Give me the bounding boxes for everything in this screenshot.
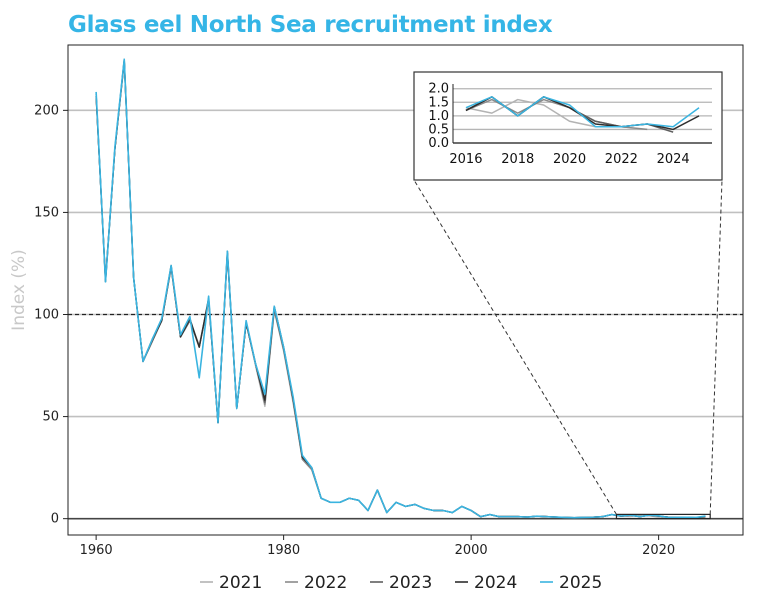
x-tick-label-1980: 1980 bbox=[267, 543, 300, 558]
inset-y-tick-label-1: 0.5 bbox=[428, 122, 449, 137]
legend-label-2021: 2021 bbox=[219, 573, 262, 593]
y-tick-label-200: 200 bbox=[34, 103, 59, 118]
inset-y-tick-label-0: 0.0 bbox=[428, 136, 449, 151]
x-tick-label-1960: 1960 bbox=[80, 543, 113, 558]
inset-x-tick-label-2016: 2016 bbox=[449, 152, 482, 167]
y-axis-label: Index (%) bbox=[9, 249, 29, 331]
legend-label-2023: 2023 bbox=[389, 573, 432, 593]
y-tick-label-0: 0 bbox=[51, 512, 59, 527]
inset-chart: 0.00.51.01.52.0 2016 2018 2020 2022 2024 bbox=[413, 71, 723, 181]
x-tick-label-2020: 2020 bbox=[642, 543, 675, 558]
axis-layer: 0 50 100 150 200 1960 1980 2000 2020 bbox=[34, 103, 675, 558]
zoom-connector-left bbox=[413, 179, 617, 515]
series-layer bbox=[95, 58, 706, 519]
inset-y-tick-label-2: 1.0 bbox=[428, 109, 449, 124]
legend-label-2025: 2025 bbox=[559, 573, 602, 593]
inset-y-tick-label-4: 2.0 bbox=[428, 82, 449, 97]
x-tick-label-2000: 2000 bbox=[455, 543, 488, 558]
legend-label-2022: 2022 bbox=[304, 573, 347, 593]
inset-x-tick-label-2024: 2024 bbox=[657, 152, 690, 167]
y-tick-label-50: 50 bbox=[42, 410, 59, 425]
inset-y-tick-label-3: 1.5 bbox=[428, 95, 449, 110]
legend: 2021 2022 2023 2024 2025 bbox=[200, 573, 602, 593]
zoom-box bbox=[615, 513, 711, 520]
inset-x-tick-label-2018: 2018 bbox=[501, 152, 534, 167]
inset-series-line-2021 bbox=[465, 98, 596, 128]
legend-label-2024: 2024 bbox=[474, 573, 517, 593]
inset-x-tick-label-2022: 2022 bbox=[605, 152, 638, 167]
y-tick-label-100: 100 bbox=[34, 308, 59, 323]
zoom-connector-right bbox=[709, 179, 723, 515]
inset-x-tick-label-2020: 2020 bbox=[553, 152, 586, 167]
inset-series-line-2025 bbox=[465, 96, 700, 128]
y-tick-label-150: 150 bbox=[34, 205, 59, 220]
series-line-2025 bbox=[95, 58, 706, 519]
plot-frame bbox=[67, 44, 744, 536]
zoom-indicator-layer bbox=[413, 179, 723, 520]
chart-title: Glass eel North Sea recruitment index bbox=[68, 12, 553, 38]
